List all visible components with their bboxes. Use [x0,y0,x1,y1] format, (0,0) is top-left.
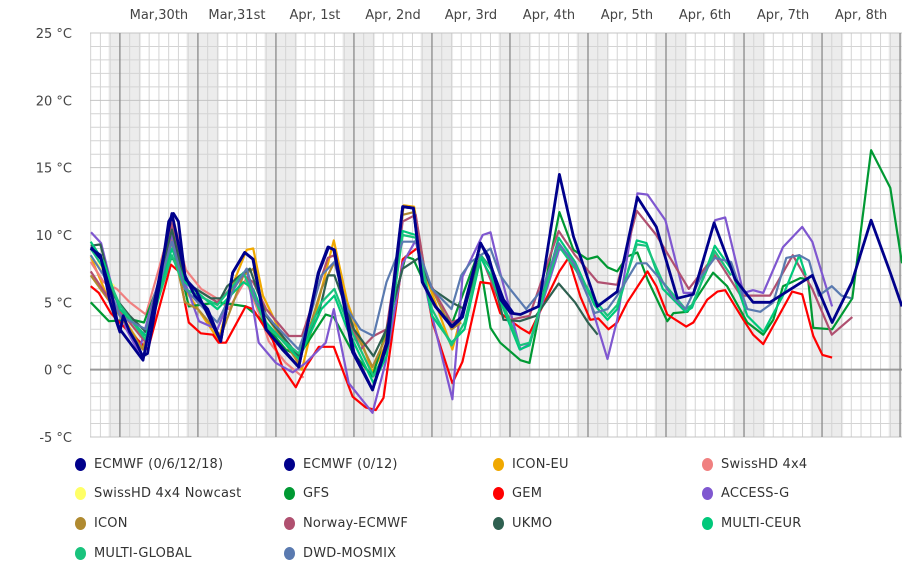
legend-dot-icon [493,458,504,471]
x-day-label: Apr, 2nd [365,8,421,23]
legend-label: ECMWF (0/6/12/18) [94,457,224,472]
x-day-label: Apr, 8th [835,8,887,23]
legend-item[interactable]: GFS [284,486,329,501]
legend-label: MULTI-GLOBAL [94,546,192,561]
legend-dot-icon [284,458,295,471]
x-day-label: Mar,31st [208,8,265,23]
legend-dot-icon [75,487,86,500]
x-day-label: Apr, 7th [757,8,809,23]
x-axis-day-labels: Mar,30th Mar,31st Apr, 1st Apr, 2nd Apr, 3rd… [130,8,888,23]
x-day-label: Apr, 5th [601,8,653,23]
legend-dot-icon [75,458,86,471]
series-line-swisshd-4x4 [89,216,305,379]
legend-label: UKMO [512,516,553,531]
y-tick-label: 20 °C [36,94,72,109]
y-tick-label: 15 °C [36,162,72,177]
legend-dot-icon [284,487,295,500]
legend-dot-icon [284,547,295,560]
series-line-multi-global [89,233,732,378]
legend-label: GFS [303,486,330,501]
grid [90,32,902,438]
y-tick-label: 25 °C [36,27,72,42]
legend-label: GEM [512,486,543,501]
x-day-label: Mar,30th [130,8,189,23]
x-day-label: Apr, 6th [679,8,731,23]
legend-label: ECMWF (0/12) [303,457,398,472]
legend-dot-icon [493,487,504,500]
legend-label: ACCESS-G [721,486,790,501]
x-day-label: Apr, 1st [289,8,340,23]
legend-item[interactable]: MULTI-GLOBAL [75,546,192,561]
y-tick-label: 5 °C [44,296,72,311]
legend-item[interactable]: ECMWF (0/6/12/18) [75,457,223,472]
legend-dot-icon [284,517,295,530]
y-tick-label: -5 °C [39,431,72,446]
series-line-dwd-mosmix [89,240,852,351]
legend-item[interactable]: SwissHD 4x4 Nowcast [75,486,241,501]
legend-label: Norway-ECMWF [303,516,409,531]
series-line-gem [89,246,833,412]
legend-item[interactable]: Norway-ECMWF [284,516,408,531]
y-axis-ticks: 25 °C 20 °C 15 °C 10 °C 5 °C 0 °C -5 °C [36,27,72,446]
legend-dot-icon [702,487,713,500]
legend-item[interactable]: SwissHD 4x4 [702,457,807,472]
y-tick-label: 0 °C [44,364,72,379]
series-lines [89,149,902,414]
legend-dot-icon [702,517,713,530]
y-tick-label: 10 °C [36,229,72,244]
legend-item[interactable]: DWD-MOSMIX [284,546,396,561]
legend-label: SwissHD 4x4 [721,457,808,472]
legend-item[interactable]: ECMWF (0/12) [284,457,398,472]
legend-dot-icon [75,517,86,530]
legend-label: MULTI-CEUR [721,516,802,531]
legend-item[interactable]: ICON [75,516,128,531]
legend-item[interactable]: ICON-EU [493,457,569,472]
x-day-label: Apr, 3rd [445,8,497,23]
legend-dot-icon [493,517,504,530]
legend-item[interactable]: GEM [493,486,542,501]
legend-label: SwissHD 4x4 Nowcast [94,486,242,501]
legend-item[interactable]: MULTI-CEUR [702,516,802,531]
legend-item[interactable]: ACCESS-G [702,486,789,501]
x-day-label: Apr, 4th [523,8,575,23]
legend-dot-icon [75,547,86,560]
legend-dot-icon [702,458,713,471]
legend-label: ICON-EU [512,457,569,472]
legend-item[interactable]: UKMO [493,516,552,531]
legend-label: DWD-MOSMIX [303,546,397,561]
series-line-ecmwf-0-12 [89,173,902,392]
legend-label: ICON [94,516,128,531]
